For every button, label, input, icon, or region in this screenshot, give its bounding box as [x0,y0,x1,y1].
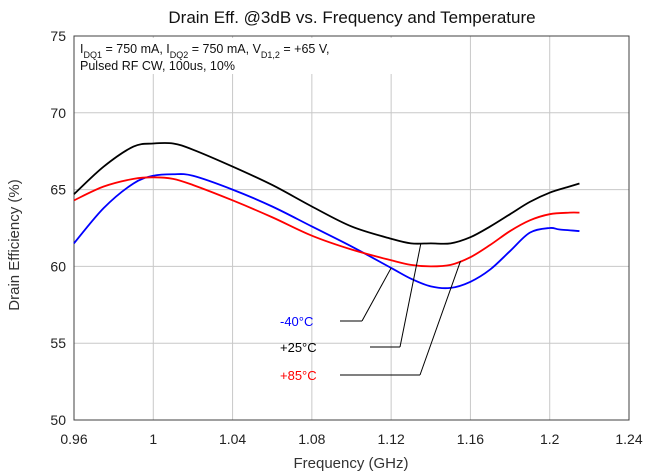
y-axis-ticks: 50 55 60 65 70 75 [50,28,66,428]
legend-leader-line [361,267,392,322]
x-tick-label: 1 [149,431,157,447]
legend-leader-line [419,260,461,376]
x-axis-ticks: 0.96 1 1.04 1.08 1.12 1.16 1.2 1.24 [60,431,642,447]
x-tick-label: 1.04 [219,431,246,447]
y-tick-label: 60 [50,258,66,274]
legend: -40°C +25°C +85°C [280,243,461,383]
x-tick-label: 1.16 [457,431,484,447]
series-line-plus85c [73,176,580,268]
y-tick-label: 70 [50,105,66,121]
x-axis-label: Frequency (GHz) [293,455,408,472]
x-tick-label: 1.24 [615,431,642,447]
x-tick-label: 1.12 [378,431,405,447]
y-tick-label: 55 [50,335,66,351]
y-tick-label: 65 [50,182,66,198]
chart-title: Drain Eff. @3dB vs. Frequency and Temper… [168,8,535,27]
legend-label-plus25c: +25°C [280,340,317,355]
x-tick-label: 0.96 [60,431,87,447]
y-tick-label: 75 [50,28,66,44]
legend-label-minus40c: -40°C [280,314,313,329]
plot-area [73,35,630,421]
annotation-line-2: Pulsed RF CW, 100us, 10% [80,59,235,73]
x-tick-label: 1.08 [298,431,325,447]
x-tick-label: 1.2 [540,431,560,447]
legend-leader-line [399,243,422,348]
series-line-plus25c [73,142,580,245]
annotation-line-1: IDQ1 = 750 mA, IDQ2 = 750 mA, VD1,2 = +6… [80,42,330,60]
y-axis-label: Drain Efficiency (%) [6,179,23,310]
y-tick-label: 50 [50,412,66,428]
legend-label-plus85c: +85°C [280,368,317,383]
annotation-background [76,38,396,74]
